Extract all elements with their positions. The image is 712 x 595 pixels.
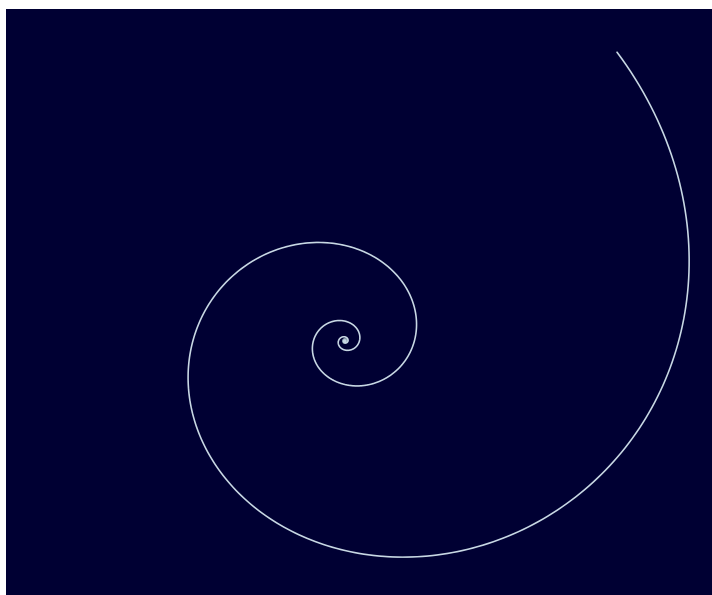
spiral-figure [6, 9, 712, 595]
spiral-canvas [6, 9, 712, 595]
dark-background [6, 9, 712, 595]
logarithmic-spiral [187, 51, 690, 558]
